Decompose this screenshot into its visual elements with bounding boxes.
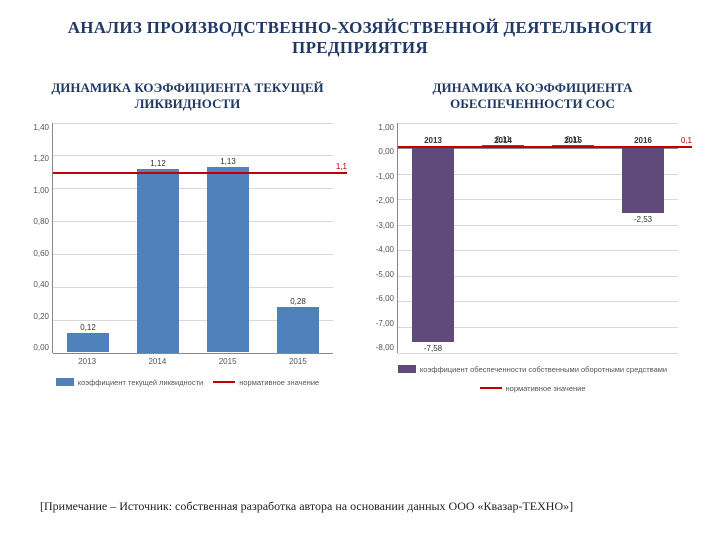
bar bbox=[137, 169, 179, 353]
y-tick: -1,00 bbox=[369, 172, 394, 181]
y-tick: 0,60 bbox=[24, 249, 49, 258]
y-tick: 0,00 bbox=[24, 343, 49, 352]
y-tick: 0,00 bbox=[369, 147, 394, 156]
swatch-line-icon bbox=[480, 387, 502, 389]
bar-value-label: -2,53 bbox=[634, 215, 652, 224]
legend-item-bar: коэффициент обеспеченности собственными … bbox=[398, 365, 667, 374]
y-tick: -8,00 bbox=[369, 343, 394, 352]
legend-line-label: нормативное значение bbox=[506, 384, 586, 393]
x-tick: 2014 bbox=[122, 353, 192, 366]
norm-label: 0,1 bbox=[681, 136, 692, 145]
x-tick: 2015 bbox=[538, 136, 608, 145]
legend-right: коэффициент обеспеченности собственными … bbox=[369, 365, 696, 393]
bar bbox=[412, 148, 454, 342]
norm-line bbox=[398, 146, 692, 148]
bars: -7,58 0,110,11 -2,53 bbox=[398, 123, 678, 353]
y-tick: 1,40 bbox=[24, 123, 49, 132]
y-tick: -3,00 bbox=[369, 221, 394, 230]
bar-value-label: -7,58 bbox=[424, 344, 442, 353]
bar-value-label: 0,28 bbox=[290, 297, 306, 306]
bar-group: 0,11 bbox=[472, 123, 534, 353]
swatch-bar-icon bbox=[56, 378, 74, 386]
charts-row: ДИНАМИКА КОЭФФИЦИЕНТА ТЕКУЩЕЙ ЛИКВИДНОСТ… bbox=[0, 66, 720, 393]
bar-value-label: 1,12 bbox=[150, 159, 166, 168]
y-tick: 0,20 bbox=[24, 312, 49, 321]
x-tick: 2013 bbox=[52, 353, 122, 366]
bar-group: 1,13 bbox=[197, 123, 259, 353]
x-tick: 2015 bbox=[193, 353, 263, 366]
footer-note: [Примечание – Источник: собственная разр… bbox=[40, 499, 573, 514]
y-tick: -6,00 bbox=[369, 294, 394, 303]
legend-item-line: нормативное значение bbox=[213, 378, 319, 387]
page-title: АНАЛИЗ ПРОИЗВОДСТВЕННО-ХОЗЯЙСТВЕННОЙ ДЕЯ… bbox=[0, 0, 720, 66]
legend-left: коэффициент текущей ликвидности норматив… bbox=[24, 378, 351, 387]
y-tick: 1,20 bbox=[24, 154, 49, 163]
chart-sos-area: 1,00 0,00 -1,00 -2,00 -3,00 -4,00 -5,00 -6,00 -7… bbox=[369, 123, 696, 353]
bar-group: 0,12 bbox=[57, 123, 119, 353]
chart-sos: ДИНАМИКА КОЭФФИЦИЕНТА ОБЕСПЕЧЕННОСТИ СОС… bbox=[369, 76, 696, 393]
bar-group: 0,28 bbox=[267, 123, 329, 353]
legend-item-line: нормативное значение bbox=[480, 384, 586, 393]
legend-item-bar: коэффициент текущей ликвидности bbox=[56, 378, 203, 387]
chart-liquidity-title: ДИНАМИКА КОЭФФИЦИЕНТА ТЕКУЩЕЙ ЛИКВИДНОСТ… bbox=[24, 76, 351, 123]
y-tick: -2,00 bbox=[369, 196, 394, 205]
swatch-bar-icon bbox=[398, 365, 416, 373]
bar-group: -2,53 bbox=[612, 123, 674, 353]
bar bbox=[67, 333, 109, 353]
y-tick: 1,00 bbox=[24, 186, 49, 195]
chart-sos-title: ДИНАМИКА КОЭФФИЦИЕНТА ОБЕСПЕЧЕННОСТИ СОС bbox=[369, 76, 696, 123]
y-tick: 1,00 bbox=[369, 123, 394, 132]
norm-line bbox=[53, 172, 347, 174]
y-tick: 0,80 bbox=[24, 217, 49, 226]
baseline bbox=[53, 353, 333, 354]
y-tick: -7,00 bbox=[369, 319, 394, 328]
y-tick: -4,00 bbox=[369, 245, 394, 254]
bar bbox=[207, 167, 249, 353]
y-axis-left: 1,40 1,20 1,00 0,80 0,60 0,40 0,20 0,00 bbox=[24, 123, 52, 353]
bar bbox=[277, 307, 319, 353]
bar bbox=[622, 148, 664, 213]
x-axis-left: 2013201420152015 bbox=[52, 353, 333, 366]
swatch-line-icon bbox=[213, 381, 235, 383]
plot-right: -7,580,110,11-2,530,12013201420152016 bbox=[397, 123, 678, 353]
bar-group: 0,11 bbox=[542, 123, 604, 353]
legend-line-label: нормативное значение bbox=[239, 378, 319, 387]
x-tick: 2015 bbox=[263, 353, 333, 366]
x-axis-right-overlay: 2013201420152016 bbox=[398, 136, 678, 145]
y-tick: -5,00 bbox=[369, 270, 394, 279]
bar-value-label: 1,13 bbox=[220, 157, 236, 166]
y-tick: 0,40 bbox=[24, 280, 49, 289]
y-axis-right: 1,00 0,00 -1,00 -2,00 -3,00 -4,00 -5,00 -6,00 -7… bbox=[369, 123, 397, 353]
legend-bar-label: коэффициент обеспеченности собственными … bbox=[420, 365, 667, 374]
bar-group: -7,58 bbox=[402, 123, 464, 353]
legend-bar-label: коэффициент текущей ликвидности bbox=[78, 378, 203, 387]
x-tick: 2016 bbox=[608, 136, 678, 145]
chart-liquidity: ДИНАМИКА КОЭФФИЦИЕНТА ТЕКУЩЕЙ ЛИКВИДНОСТ… bbox=[24, 76, 351, 393]
bar-group: 1,12 bbox=[127, 123, 189, 353]
x-tick: 2014 bbox=[468, 136, 538, 145]
bars: 0,12 1,12 1,13 0,28 bbox=[53, 123, 333, 353]
x-tick: 2013 bbox=[398, 136, 468, 145]
norm-label: 1,1 bbox=[336, 162, 347, 171]
bar-value-label: 0,12 bbox=[80, 323, 96, 332]
chart-liquidity-area: 1,40 1,20 1,00 0,80 0,60 0,40 0,20 0,00 0,12 1,1… bbox=[24, 123, 351, 353]
plot-left: 0,121,121,130,281,1 bbox=[52, 123, 333, 353]
